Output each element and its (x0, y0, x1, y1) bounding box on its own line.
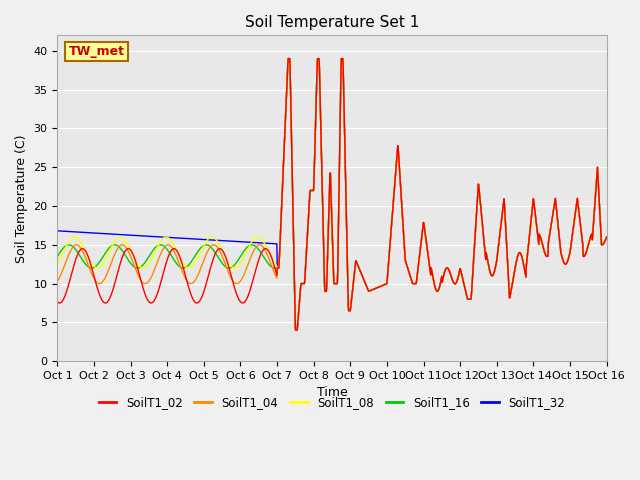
SoilT1_32 (118, 232, 126, 238)
SoilT1_04 (292, 327, 300, 333)
SoilT1_04 (603, 234, 611, 240)
SoilT1_08 (284, 56, 292, 61)
SoilT1_04 (367, 288, 374, 293)
SoilT1_32 (287, 100, 294, 106)
SoilT1_16 (603, 234, 611, 240)
SoilT1_08 (54, 261, 61, 266)
SoilT1_02 (603, 234, 611, 240)
SoilT1_04 (54, 278, 61, 284)
Line: SoilT1_04: SoilT1_04 (58, 59, 607, 330)
Line: SoilT1_02: SoilT1_02 (58, 59, 607, 330)
SoilT1_16 (118, 248, 126, 253)
Line: SoilT1_08: SoilT1_08 (58, 59, 607, 330)
SoilT1_16 (299, 281, 307, 287)
SoilT1_08 (299, 281, 307, 287)
SoilT1_02 (292, 327, 300, 333)
SoilT1_16 (96, 259, 104, 264)
X-axis label: Time: Time (317, 386, 348, 399)
Legend: SoilT1_02, SoilT1_04, SoilT1_08, SoilT1_16, SoilT1_32: SoilT1_02, SoilT1_04, SoilT1_08, SoilT1_… (94, 392, 570, 414)
SoilT1_32 (308, 188, 316, 193)
SoilT1_02 (367, 288, 374, 293)
SoilT1_32 (96, 230, 104, 236)
SoilT1_16 (292, 327, 300, 333)
SoilT1_02 (299, 281, 307, 287)
SoilT1_16 (367, 288, 374, 293)
SoilT1_02 (284, 56, 292, 61)
SoilT1_04 (287, 100, 294, 106)
SoilT1_04 (118, 242, 126, 248)
SoilT1_32 (54, 228, 61, 234)
SoilT1_04 (284, 56, 292, 61)
SoilT1_32 (284, 56, 292, 61)
SoilT1_08 (287, 100, 294, 106)
SoilT1_08 (308, 188, 316, 193)
SoilT1_32 (367, 288, 374, 293)
SoilT1_02 (308, 188, 316, 193)
SoilT1_32 (603, 234, 611, 240)
SoilT1_04 (96, 281, 104, 287)
SoilT1_08 (96, 264, 104, 270)
SoilT1_16 (287, 100, 294, 106)
SoilT1_02 (54, 299, 61, 305)
SoilT1_08 (603, 234, 611, 240)
SoilT1_02 (118, 254, 126, 260)
SoilT1_32 (292, 327, 300, 333)
SoilT1_08 (367, 288, 374, 293)
Title: Soil Temperature Set 1: Soil Temperature Set 1 (245, 15, 419, 30)
Y-axis label: Soil Temperature (C): Soil Temperature (C) (15, 134, 28, 263)
SoilT1_16 (54, 253, 61, 259)
SoilT1_08 (118, 235, 126, 240)
SoilT1_02 (287, 100, 294, 106)
Line: SoilT1_32: SoilT1_32 (58, 59, 607, 330)
SoilT1_04 (299, 281, 307, 287)
SoilT1_16 (308, 188, 316, 193)
SoilT1_02 (96, 293, 104, 299)
SoilT1_04 (308, 188, 316, 193)
SoilT1_16 (284, 56, 292, 61)
Line: SoilT1_16: SoilT1_16 (58, 59, 607, 330)
SoilT1_32 (299, 281, 307, 287)
SoilT1_08 (292, 327, 300, 333)
Text: TW_met: TW_met (68, 45, 124, 58)
